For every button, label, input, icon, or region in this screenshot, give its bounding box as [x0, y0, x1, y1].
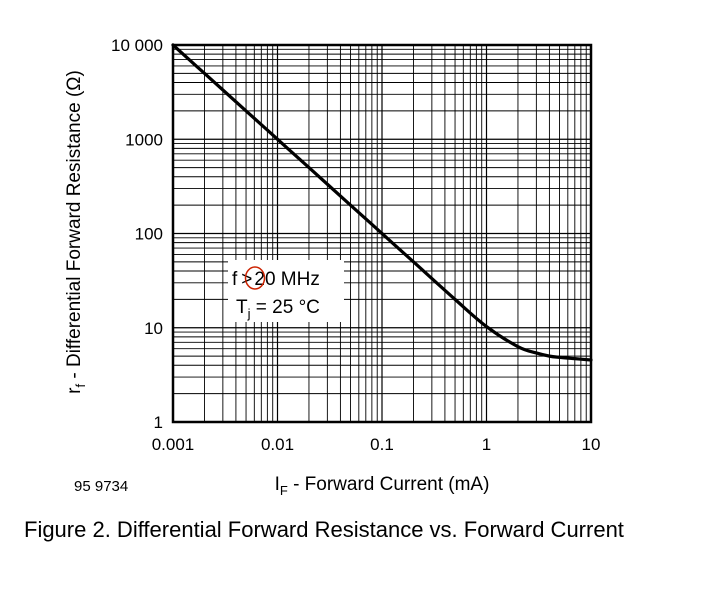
y-tick-label: 10	[144, 319, 163, 338]
y-tick-label: 10 000	[111, 36, 163, 55]
x-tick-label: 0.001	[152, 435, 195, 454]
y-axis-label: rf - Differential Forward Resistance (Ω)	[64, 70, 88, 394]
y-tick-label: 100	[135, 225, 163, 244]
grid-lines	[173, 45, 591, 422]
x-tick-labels: 0.001 0.01 0.1 1 10	[152, 435, 601, 454]
annotation-symbol: >	[241, 269, 252, 290]
x-tick-label: 10	[582, 435, 601, 454]
highlight-circle	[244, 266, 266, 290]
document-number: 95 9734	[74, 478, 129, 495]
y-tick-labels: 1 10 100 1000 10 000	[111, 36, 163, 432]
x-tick-label: 0.1	[370, 435, 394, 454]
series-layer	[171, 43, 593, 362]
series-line	[171, 43, 593, 362]
figure-caption: Figure 2. Differential Forward Resistanc…	[24, 517, 624, 542]
y-tick-label: 1	[154, 413, 163, 432]
plot-frame	[171, 43, 593, 424]
x-tick-label: 1	[482, 435, 491, 454]
annotation-line2: Tj = 25 °C	[236, 297, 320, 321]
y-tick-label: 1000	[125, 130, 163, 149]
x-axis-label: IF - Forward Current (mA)	[275, 474, 490, 498]
annotation-line1: f >20 MHz	[232, 269, 320, 290]
x-tick-label: 0.01	[261, 435, 294, 454]
